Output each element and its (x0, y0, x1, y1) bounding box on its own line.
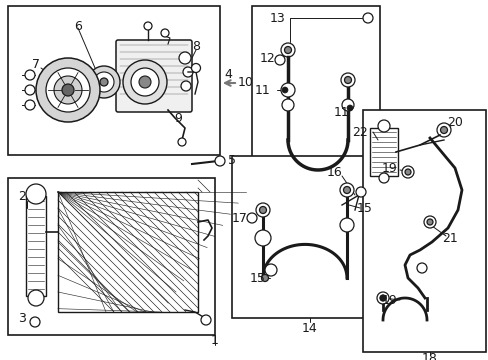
Circle shape (143, 22, 152, 30)
Circle shape (423, 216, 435, 228)
Circle shape (377, 120, 389, 132)
Circle shape (376, 292, 388, 304)
Text: 14: 14 (302, 321, 317, 334)
Circle shape (343, 186, 350, 194)
Bar (251, 6, 379, 172)
Text: 20: 20 (446, 116, 462, 129)
Circle shape (440, 126, 447, 134)
Circle shape (341, 99, 353, 111)
Bar (26, 196, 46, 296)
Circle shape (25, 70, 35, 80)
Text: 5: 5 (227, 153, 236, 166)
Circle shape (179, 52, 191, 64)
Circle shape (379, 295, 385, 301)
Circle shape (346, 105, 352, 111)
Text: 1: 1 (211, 333, 219, 346)
Text: 19: 19 (381, 162, 397, 175)
Text: 17: 17 (232, 211, 247, 225)
Text: 15: 15 (356, 202, 372, 215)
Circle shape (215, 156, 224, 166)
Bar (231, 156, 381, 318)
Circle shape (401, 166, 413, 178)
Circle shape (344, 77, 351, 84)
Circle shape (284, 46, 291, 54)
Text: 21: 21 (441, 231, 457, 244)
Text: 11: 11 (255, 84, 270, 96)
Circle shape (36, 58, 100, 122)
Text: 3: 3 (18, 311, 26, 324)
Text: 16: 16 (326, 166, 342, 179)
Text: 11: 11 (333, 105, 349, 118)
Circle shape (139, 76, 151, 88)
Bar (58, 192, 198, 312)
Circle shape (281, 43, 294, 57)
Circle shape (26, 184, 46, 204)
Circle shape (254, 230, 270, 246)
Circle shape (88, 66, 120, 98)
Text: 12: 12 (260, 51, 275, 64)
Circle shape (30, 317, 40, 327)
Circle shape (426, 219, 432, 225)
Bar (8, 6, 220, 155)
Circle shape (246, 213, 257, 223)
Circle shape (259, 207, 266, 213)
Circle shape (436, 123, 450, 137)
Circle shape (161, 29, 169, 37)
Circle shape (25, 85, 35, 95)
Circle shape (191, 63, 200, 72)
Bar (369, 128, 397, 176)
Text: 13: 13 (269, 12, 285, 24)
Text: 10: 10 (238, 77, 253, 90)
Circle shape (25, 100, 35, 110)
Text: 7: 7 (32, 58, 40, 72)
Circle shape (181, 81, 191, 91)
Circle shape (340, 73, 354, 87)
Bar (8, 178, 215, 335)
Circle shape (282, 87, 287, 93)
Circle shape (264, 264, 276, 276)
Text: 15: 15 (249, 271, 265, 284)
Text: 18: 18 (421, 351, 437, 360)
Circle shape (62, 84, 74, 96)
Circle shape (123, 60, 167, 104)
Circle shape (261, 274, 268, 282)
Circle shape (28, 290, 44, 306)
Text: 6: 6 (74, 19, 82, 32)
Circle shape (178, 138, 185, 146)
FancyBboxPatch shape (116, 40, 192, 112)
Circle shape (404, 169, 410, 175)
Circle shape (274, 55, 285, 65)
Text: 22: 22 (351, 126, 367, 139)
Circle shape (339, 183, 353, 197)
Circle shape (339, 218, 353, 232)
Text: 4: 4 (224, 68, 231, 81)
Circle shape (416, 263, 426, 273)
Text: 9: 9 (174, 112, 182, 125)
Circle shape (201, 315, 210, 325)
Text: 2: 2 (18, 189, 26, 202)
Circle shape (131, 68, 159, 96)
Circle shape (378, 173, 388, 183)
Circle shape (183, 67, 193, 77)
Circle shape (94, 72, 114, 92)
Circle shape (281, 83, 294, 97)
Circle shape (100, 78, 108, 86)
Circle shape (256, 203, 269, 217)
Circle shape (355, 187, 365, 197)
Circle shape (379, 295, 385, 301)
Bar (362, 110, 485, 352)
Circle shape (362, 13, 372, 23)
Circle shape (46, 68, 90, 112)
Circle shape (54, 76, 82, 104)
Text: 19: 19 (381, 293, 397, 306)
Circle shape (282, 99, 293, 111)
Text: 8: 8 (192, 40, 200, 53)
